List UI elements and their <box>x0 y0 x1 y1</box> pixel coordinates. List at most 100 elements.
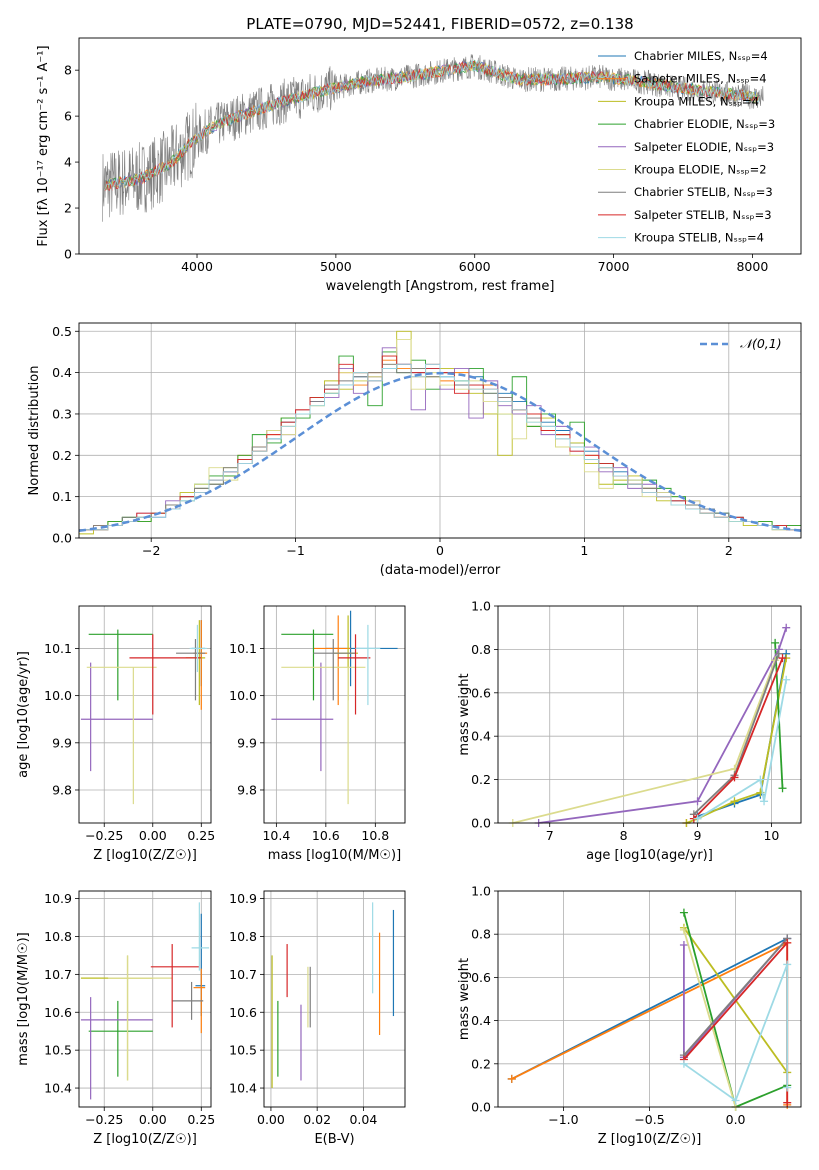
y-tick-label: 0.4 <box>471 729 491 744</box>
x-tick-label: −0.25 <box>85 1112 123 1127</box>
weight-series-line <box>683 929 737 1107</box>
y-tick-label: 0.2 <box>52 448 72 463</box>
x-tick-label: 8 <box>620 828 628 843</box>
legend-label: Chabrier STELIB, Nₛₛₚ=3 <box>634 185 773 199</box>
y-tick-label: 8 <box>64 63 72 78</box>
weight-marker <box>756 775 765 784</box>
weight-marker <box>783 960 792 969</box>
weight-marker <box>507 1074 516 1083</box>
weight-marker <box>693 797 702 806</box>
y-tick-label: 10.0 <box>44 688 72 703</box>
x-tick-label: 0.25 <box>187 1112 215 1127</box>
weight-marker <box>679 941 688 949</box>
y-tick-label: 10.8 <box>44 929 72 944</box>
x-tick-label: −1.0 <box>548 1112 578 1127</box>
y-tick-label: 0.2 <box>471 772 491 787</box>
normal-curve <box>79 371 801 533</box>
x-axis-label: (data-model)/error <box>380 563 501 578</box>
axes-frame <box>78 890 212 1108</box>
y-tick-label: 1.0 <box>471 884 491 899</box>
y-tick-label: 0.0 <box>471 1100 491 1115</box>
x-tick-label: 0.00 <box>139 1112 167 1127</box>
x-tick-label: 2 <box>725 543 733 558</box>
weight-marker <box>783 1083 792 1092</box>
weight-series-line <box>697 679 788 820</box>
y-tick-label: 0 <box>64 247 72 262</box>
x-tick-label: 0.0 <box>726 1112 746 1127</box>
x-tick-label: 10.8 <box>361 828 389 843</box>
weight-series-line <box>683 937 788 1056</box>
x-tick-label: 7000 <box>598 259 630 274</box>
y-tick-label: 1.0 <box>471 599 491 614</box>
y-tick-label: 0.4 <box>52 365 72 380</box>
y-tick-label: 9.8 <box>237 782 257 797</box>
legend-label: Salpeter ELODIE, Nₛₛₚ=3 <box>634 140 774 154</box>
y-tick-label: 0.5 <box>52 324 72 339</box>
y-tick-label: 0.4 <box>471 1013 491 1028</box>
y-tick-label: 0.2 <box>471 1056 491 1071</box>
weight-marker <box>778 784 787 793</box>
spectrum-panel: 4000 5000 6000 7000 8000 0 2 4 6 8 wavelength [Ang… <box>36 37 802 294</box>
y-tick-label: 9.9 <box>52 735 72 750</box>
x-tick-label: 0.04 <box>349 1112 377 1127</box>
y-tick-label: 10.5 <box>44 1043 72 1058</box>
age-vs-mass-panel: 10.4 10.6 10.8 9.8 9.9 10.0 10.1 mass [log10(M/… <box>229 605 406 863</box>
y-tick-label: 0.0 <box>52 531 72 546</box>
y-axis-label: Normed distribution <box>27 366 42 496</box>
x-axis-label: wavelength [Angstrom, rest frame] <box>326 279 555 294</box>
x-axis-label: mass [log10(M/M☉)] <box>268 848 401 863</box>
y-axis-label: mass [log10(M/M☉)] <box>16 932 31 1065</box>
x-tick-label: 5000 <box>320 259 352 274</box>
axes-frame <box>263 890 406 1108</box>
legend-label: 𝒩(0,1) <box>740 336 782 351</box>
y-tick-label: 10.7 <box>229 967 257 982</box>
legend-label: Salpeter MILES, Nₛₛₚ=4 <box>634 72 767 86</box>
y-tick-label: 10.9 <box>44 891 72 906</box>
x-tick-label: 10.4 <box>262 828 290 843</box>
weight-series-line <box>512 659 776 823</box>
weight-marker <box>731 1096 740 1105</box>
x-tick-label: −2 <box>142 543 160 558</box>
weight-marker <box>679 925 688 934</box>
x-axis-label: Z [log10(Z/Z☉)] <box>93 848 197 863</box>
x-tick-label: 6000 <box>459 259 491 274</box>
y-tick-label: 0.0 <box>471 816 491 831</box>
x-tick-label: 10.6 <box>312 828 340 843</box>
y-tick-label: 10.8 <box>229 929 257 944</box>
weight-marker <box>679 1059 688 1068</box>
y-tick-label: 10.4 <box>44 1081 72 1096</box>
x-tick-label: 0 <box>436 543 444 558</box>
weight-marker <box>730 773 739 782</box>
weight-marker <box>774 649 783 658</box>
y-tick-label: 0.6 <box>471 970 491 985</box>
x-tick-label: 0.25 <box>187 828 215 843</box>
x-tick-label: −0.5 <box>634 1112 664 1127</box>
y-tick-label: 10.9 <box>229 891 257 906</box>
y-tick-label: 10.1 <box>229 641 257 656</box>
legend-label: Kroupa STELIB, Nₛₛₚ=4 <box>634 231 764 245</box>
legend-label: Kroupa MILES, Nₛₛₚ=4 <box>634 94 759 108</box>
x-axis-label: Z [log10(Z/Z☉)] <box>93 1132 197 1147</box>
y-tick-label: 10.5 <box>229 1043 257 1058</box>
model-spectrum-line <box>103 59 760 191</box>
y-axis-label: Flux [fλ 10⁻¹⁷ erg cm⁻² s⁻¹ A⁻¹] <box>36 45 51 246</box>
axes-frame <box>78 605 212 824</box>
x-tick-label: 9 <box>694 828 702 843</box>
x-tick-label: 0.00 <box>139 828 167 843</box>
y-tick-label: 0.1 <box>52 489 72 504</box>
axes-frame <box>497 605 802 824</box>
x-tick-label: −1 <box>286 543 304 558</box>
x-tick-label: 1 <box>580 543 588 558</box>
y-tick-label: 4 <box>64 155 72 170</box>
weight-marker <box>783 938 792 947</box>
legend-label: Chabrier ELODIE, Nₛₛₚ=3 <box>634 117 775 131</box>
x-tick-label: 0.00 <box>257 1112 285 1127</box>
y-tick-label: 2 <box>64 201 72 216</box>
legend-label: Chabrier MILES, Nₛₛₚ=4 <box>634 49 768 63</box>
y-tick-label: 0.8 <box>471 927 491 942</box>
weight-marker <box>693 814 702 823</box>
y-tick-label: 10.6 <box>44 1005 72 1020</box>
weight-vs-age-panel: 7 8 9 10 0.0 0.2 0.4 0.6 0.8 1.0 age [log10(age/yr… <box>457 599 802 863</box>
legend-label: Kroupa ELODIE, Nₛₛₚ=2 <box>634 163 767 177</box>
